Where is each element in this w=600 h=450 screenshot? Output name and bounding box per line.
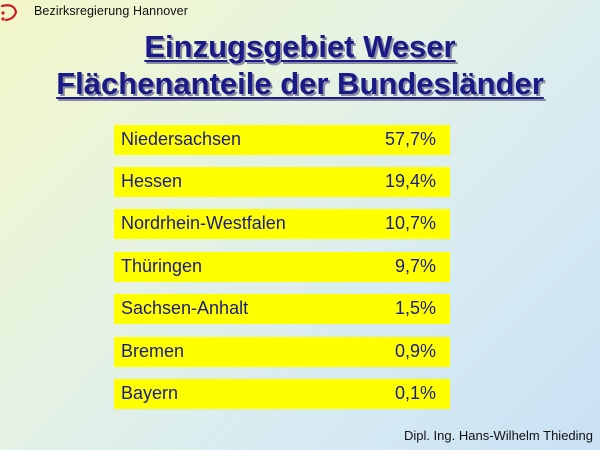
state-share-unit: % <box>420 383 437 403</box>
state-share-value: 19,4 <box>384 171 420 191</box>
state-share-unit: % <box>420 256 437 276</box>
state-row-thueringen: Thüringen 9,7 % <box>114 252 450 282</box>
state-name: Nordrhein-Westfalen <box>121 213 286 233</box>
state-name: Hessen <box>121 171 183 191</box>
state-name: Thüringen <box>121 256 203 276</box>
author-credit: Dipl. Ing. Hans-Wilhelm Thieding <box>403 428 593 443</box>
state-name: Bremen <box>121 341 185 361</box>
state-row-bremen: Bremen 0,9 % <box>114 337 450 367</box>
state-share-unit: % <box>420 129 437 149</box>
state-share-value: 9,7 <box>394 256 420 276</box>
state-row-sachsen-anhalt: Sachsen-Anhalt 1,5 % <box>114 294 450 324</box>
slide-title-line-1: Einzugsgebiet Weser <box>144 29 456 64</box>
state-share-value: 0,1 <box>394 383 420 403</box>
state-share-value: 10,7 <box>384 213 420 233</box>
state-share-unit: % <box>420 213 437 233</box>
state-row-niedersachsen: Niedersachsen 57,7 % <box>114 125 450 155</box>
state-share-value: 0,9 <box>394 341 420 361</box>
state-row-nordrhein-westfalen: Nordrhein-Westfalen 10,7 % <box>114 209 450 239</box>
state-share-value: 57,7 <box>384 129 420 149</box>
organization-name: Bezirksregierung Hannover <box>34 4 188 18</box>
state-share-unit: % <box>420 341 437 361</box>
state-share-unit: % <box>420 298 437 318</box>
state-name: Niedersachsen <box>121 129 242 149</box>
state-row-hessen: Hessen 19,4 % <box>114 167 450 197</box>
state-name: Sachsen-Anhalt <box>121 298 249 318</box>
slide-title-line-2: Flächenanteile der Bundesländer <box>56 66 544 101</box>
state-share-value: 1,5 <box>394 298 420 318</box>
state-name: Bayern <box>121 383 179 403</box>
bezirksregierung-logo-icon <box>0 4 18 22</box>
state-share-unit: % <box>420 171 437 191</box>
state-row-bayern: Bayern 0,1 % <box>114 379 450 409</box>
